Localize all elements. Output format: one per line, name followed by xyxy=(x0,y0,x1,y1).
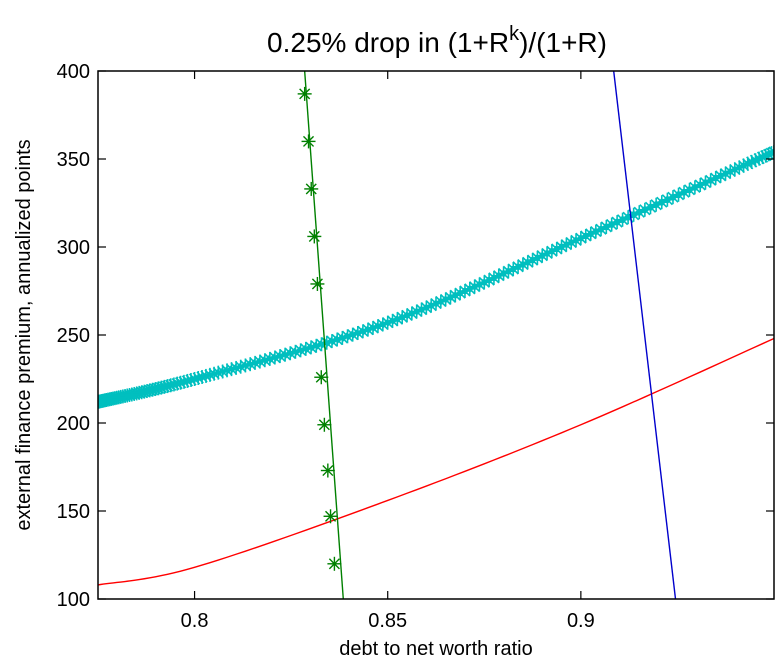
series-line-1 xyxy=(98,337,774,586)
series-line-2 xyxy=(303,71,344,599)
series-line-3 xyxy=(612,71,677,599)
y-tick-label: 100 xyxy=(57,589,90,611)
series-marker-2-2 xyxy=(304,181,319,196)
y-tick-label: 400 xyxy=(57,61,90,83)
chart-title-main: 0.25% drop in (1+R xyxy=(267,27,509,58)
series-marker-2-6 xyxy=(317,417,332,432)
series-line-0 xyxy=(98,151,774,403)
series-marker-0-128 xyxy=(615,212,630,227)
y-tick-label: 150 xyxy=(57,501,90,523)
series-marker-2-8 xyxy=(323,509,338,524)
series-marker-0-131 xyxy=(632,205,647,220)
series-marker-2-1 xyxy=(301,134,316,149)
series-marker-0-138 xyxy=(671,187,686,202)
x-axis: 0.8 0.85 0.9 xyxy=(181,71,595,632)
y-tick-label: 300 xyxy=(57,237,90,259)
series-marker-2-0 xyxy=(297,86,312,101)
plot-area xyxy=(98,71,774,599)
y-tick-label: 350 xyxy=(57,149,90,171)
series-marker-2-5 xyxy=(314,370,329,385)
series-marker-0-160 xyxy=(767,144,774,159)
series-marker-0-134 xyxy=(649,197,664,212)
plot-frame xyxy=(97,70,775,600)
y-axis: 100 150 200 250 300 350 400 xyxy=(57,61,774,611)
series-marker-2-4 xyxy=(310,276,325,291)
chart-title: 0.25% drop in (1+Rk)/(1+R) xyxy=(267,23,607,58)
series-marker-2-9 xyxy=(327,556,342,571)
x-tick-label: 0.9 xyxy=(567,610,595,632)
series-marker-0-137 xyxy=(665,190,680,205)
chart-title-superscript: k xyxy=(509,23,520,45)
series-marker-0-127 xyxy=(610,215,625,230)
y-axis-label: external finance premium, annualized poi… xyxy=(13,139,35,530)
series-marker-2-7 xyxy=(320,463,335,478)
x-tick-label: 0.8 xyxy=(181,610,209,632)
series-marker-0-109 xyxy=(520,255,535,270)
y-tick-label: 200 xyxy=(57,413,90,435)
series-marker-0-132 xyxy=(637,202,652,217)
series-marker-2-3 xyxy=(307,229,322,244)
y-tick-label: 250 xyxy=(57,325,90,347)
x-axis-label: debt to net worth ratio xyxy=(339,638,532,660)
x-tick-label: 0.85 xyxy=(368,610,407,632)
chart-title-tail: )/(1+R) xyxy=(519,27,607,58)
series-marker-0-133 xyxy=(643,200,658,215)
series-marker-0-135 xyxy=(654,195,669,210)
series-marker-0-136 xyxy=(660,192,675,207)
